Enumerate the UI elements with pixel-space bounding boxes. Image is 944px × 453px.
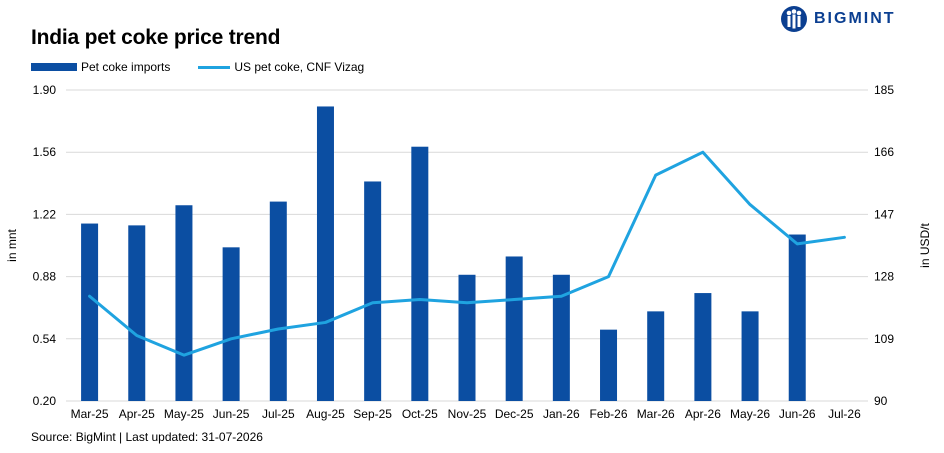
x-tick-label: May-26 — [730, 407, 770, 421]
y-left-tick-label: 0.54 — [33, 332, 57, 346]
brand-logo-icon — [781, 6, 807, 32]
y-right-tick-label: 90 — [874, 394, 888, 408]
x-tick-label: Dec-25 — [495, 407, 534, 421]
y-right-tick-label: 185 — [874, 83, 894, 97]
chart-legend: Pet coke imports US pet coke, CNF Vizag — [31, 60, 392, 74]
bar — [741, 311, 759, 401]
y-right-tick-label: 166 — [874, 145, 894, 159]
bar — [694, 293, 712, 401]
x-tick-label: Jul-25 — [262, 407, 295, 421]
x-tick-label: Jun-26 — [779, 407, 816, 421]
bar — [364, 181, 382, 401]
bar — [222, 247, 240, 401]
x-tick-label: Mar-25 — [71, 407, 109, 421]
bar — [788, 234, 806, 401]
source-note: Source: BigMint | Last updated: 31-07-20… — [31, 430, 263, 444]
x-tick-label: Sep-25 — [353, 407, 392, 421]
y-left-tick-label: 0.20 — [33, 394, 57, 408]
x-tick-label: Jan-26 — [543, 407, 580, 421]
x-tick-label: Nov-25 — [448, 407, 487, 421]
chart-title: India pet coke price trend — [31, 26, 281, 49]
y-right-tick-label: 128 — [874, 270, 894, 284]
bar — [411, 146, 429, 401]
bar — [458, 274, 476, 401]
legend-item-bars: Pet coke imports — [31, 60, 170, 74]
x-tick-label: Oct-25 — [402, 407, 438, 421]
y-left-axis-label: in mnt — [5, 229, 19, 262]
bar — [552, 274, 570, 401]
x-tick-label: Jul-26 — [828, 407, 861, 421]
series-line-us-pet-coke — [88, 150, 846, 357]
brand-logo: BIGMINT — [780, 4, 896, 34]
x-tick-label: May-25 — [164, 407, 204, 421]
legend-label-line: US pet coke, CNF Vizag — [234, 60, 365, 74]
x-tick-label: Apr-25 — [119, 407, 155, 421]
x-tick-label: Apr-26 — [685, 407, 721, 421]
bar — [647, 311, 665, 401]
bar — [81, 223, 99, 401]
legend-label-bars: Pet coke imports — [81, 60, 171, 74]
x-tick-label: Mar-26 — [637, 407, 675, 421]
bar — [128, 225, 146, 401]
bar — [505, 256, 523, 401]
y-left-tick-label: 1.22 — [33, 207, 57, 221]
y-left-tick-label: 1.56 — [33, 145, 57, 159]
y-left-tick-label: 1.90 — [33, 83, 57, 97]
bar — [269, 201, 287, 401]
legend-swatch-bars — [31, 63, 77, 71]
y-right-tick-label: 147 — [874, 207, 894, 221]
brand-name: BIGMINT — [814, 10, 896, 27]
y-left-tick-label: 0.88 — [33, 270, 57, 284]
bar — [600, 329, 618, 401]
legend-swatch-line — [198, 65, 231, 69]
bar — [175, 205, 193, 401]
y-right-tick-label: 109 — [874, 332, 894, 346]
x-tick-label: Jun-25 — [213, 407, 250, 421]
bar — [316, 106, 334, 401]
x-tick-label: Aug-25 — [306, 407, 345, 421]
legend-item-line: US pet coke, CNF Vizag — [198, 60, 364, 74]
y-right-axis-label: in USD/t — [918, 223, 932, 268]
x-tick-label: Feb-26 — [590, 407, 628, 421]
